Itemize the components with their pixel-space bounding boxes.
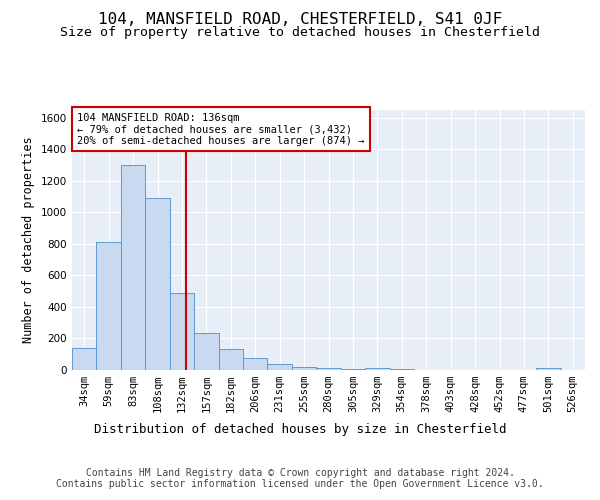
Bar — [268, 364, 292, 370]
Bar — [72, 348, 97, 370]
Bar — [365, 368, 389, 370]
Text: Contains HM Land Registry data © Crown copyright and database right 2024.
Contai: Contains HM Land Registry data © Crown c… — [56, 468, 544, 489]
Bar — [341, 368, 365, 370]
Text: 104 MANSFIELD ROAD: 136sqm
← 79% of detached houses are smaller (3,432)
20% of s: 104 MANSFIELD ROAD: 136sqm ← 79% of deta… — [77, 112, 365, 146]
Text: Distribution of detached houses by size in Chesterfield: Distribution of detached houses by size … — [94, 422, 506, 436]
Y-axis label: Number of detached properties: Number of detached properties — [22, 136, 35, 344]
Bar — [316, 368, 341, 370]
Bar — [218, 348, 243, 370]
Text: Size of property relative to detached houses in Chesterfield: Size of property relative to detached ho… — [60, 26, 540, 39]
Bar — [170, 293, 194, 370]
Bar — [194, 333, 218, 370]
Bar — [121, 165, 145, 370]
Bar — [536, 368, 560, 370]
Bar — [97, 242, 121, 370]
Bar — [389, 369, 414, 370]
Text: 104, MANSFIELD ROAD, CHESTERFIELD, S41 0JF: 104, MANSFIELD ROAD, CHESTERFIELD, S41 0… — [98, 12, 502, 28]
Bar — [243, 358, 268, 370]
Bar — [292, 367, 316, 370]
Bar — [145, 198, 170, 370]
